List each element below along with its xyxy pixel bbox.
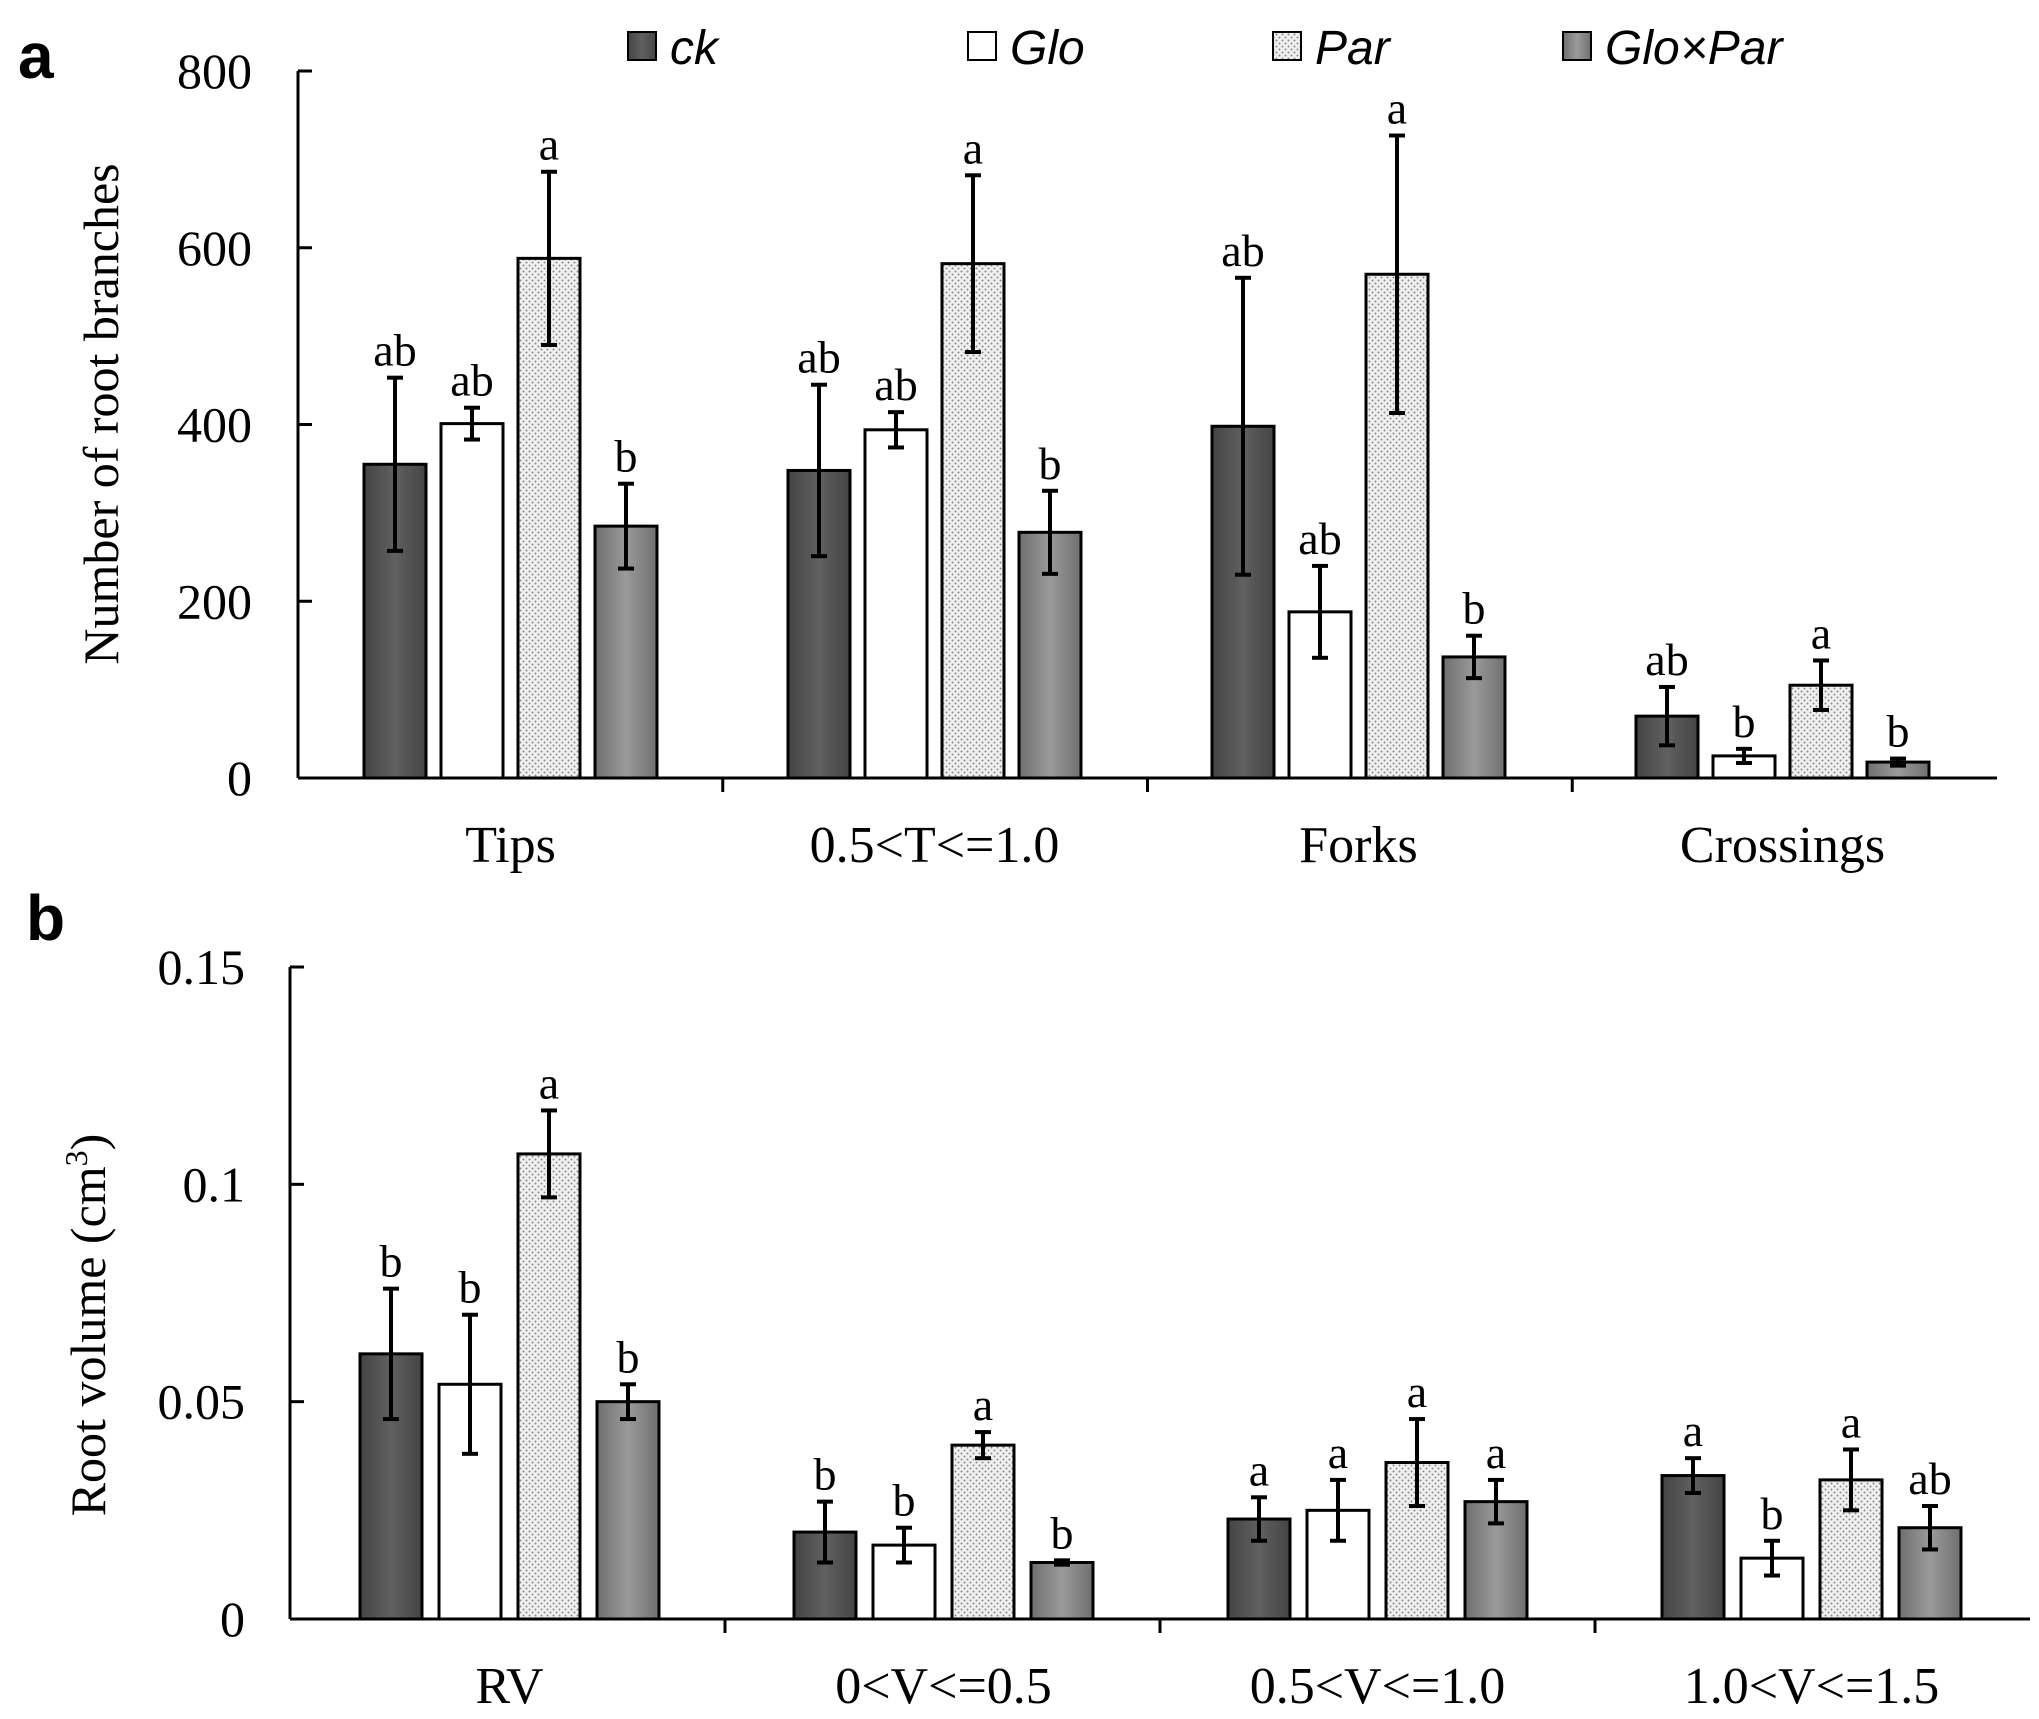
bar-b-ck-3	[1660, 1474, 1726, 1621]
y-tick-label-b-0: 0	[220, 1591, 245, 1647]
category-label-a-crossings: Crossings	[1680, 817, 1885, 874]
y-tick-label-b-3: 0.15	[158, 939, 246, 995]
legend-swatch-glo	[967, 31, 997, 61]
panel-a: a Number of root branches 0 200 400 600 800 T…	[18, 20, 1997, 874]
legend-swatch-ck	[627, 31, 657, 61]
significance-label-a-ck-0: ab	[373, 325, 416, 376]
bar-a-ck-2	[1210, 424, 1276, 780]
y-tick-label-a-0: 0	[227, 750, 252, 806]
legend-swatch-par	[1272, 31, 1302, 61]
y-tick-label-a-2: 400	[177, 397, 252, 453]
significance-label-a-par-0: a	[539, 119, 559, 170]
significance-label-b-glo-par-0: b	[617, 1331, 640, 1382]
y-tick-label-a-4: 800	[177, 43, 252, 99]
significance-label-a-glo-par-0: b	[615, 431, 638, 482]
significance-label-b-par-0: a	[539, 1057, 559, 1108]
significance-label-a-glo-par-1: b	[1039, 438, 1062, 489]
category-label-b-0-v-0-5: 0<V<=0.5	[835, 1658, 1052, 1715]
y-tick-label-b-2: 0.1	[183, 1156, 246, 1212]
legend-label-glo-par: Glo×Par	[1605, 22, 1784, 75]
legend-label-par: Par	[1315, 22, 1392, 75]
y-axis-title-b-main: Root volume (cm	[60, 1166, 116, 1516]
y-axis-title-b-suffix: )	[60, 1134, 116, 1151]
legend-item-par: Par	[1272, 22, 1392, 75]
y-axis-title-b: Root volume (cm3)	[58, 1134, 116, 1517]
significance-label-a-par-3: a	[1811, 607, 1831, 658]
plot-area-a: 0 200 400 600 800 Tips 0.5<T<=1.0 Forks Crossing…	[177, 43, 1997, 874]
significance-label-a-ck-3: ab	[1645, 634, 1688, 685]
significance-label-b-par-2: a	[1407, 1366, 1427, 1417]
significance-label-b-glo-3: b	[1761, 1488, 1784, 1539]
panel-label-b: b	[26, 882, 65, 954]
legend-item-glo-par: Glo×Par	[1562, 22, 1784, 75]
significance-label-b-glo-par-3: ab	[1908, 1453, 1951, 1504]
significance-label-b-par-1: a	[973, 1379, 993, 1430]
y-axis-title-b-sup: 3	[58, 1150, 94, 1166]
y-tick-label-b-1: 0.05	[158, 1374, 246, 1430]
panel-b: b Root volume (cm3) 0 0.05 0.1 0.15 RV 0<V<=0…	[26, 882, 2030, 1715]
bar-a-glo-0	[439, 422, 505, 780]
legend: ck Glo Par Glo×Par	[627, 22, 1784, 75]
bar-b-glo-par-1	[1029, 1560, 1095, 1621]
significance-label-a-par-2: a	[1387, 83, 1407, 134]
legend-item-glo: Glo	[967, 22, 1085, 75]
legend-label-ck: ck	[670, 22, 721, 75]
significance-label-b-ck-3: a	[1683, 1405, 1703, 1456]
bar-b-glo-par-0	[595, 1400, 661, 1621]
significance-label-a-glo-par-3: b	[1887, 706, 1910, 757]
significance-label-b-par-3: a	[1841, 1396, 1861, 1447]
category-label-a-tips: Tips	[465, 817, 556, 874]
category-label-b-rv: RV	[475, 1658, 543, 1715]
significance-label-b-ck-1: b	[814, 1449, 837, 1500]
category-label-a-0-5-t-1-0: 0.5<T<=1.0	[810, 817, 1060, 874]
category-label-b-0-5-v-1-0: 0.5<V<=1.0	[1250, 1658, 1506, 1715]
bar-b-par-0	[516, 1152, 582, 1621]
bar-b-par-1	[950, 1443, 1016, 1621]
significance-label-b-ck-2: a	[1249, 1444, 1269, 1495]
significance-label-a-glo-2: ab	[1298, 513, 1341, 564]
y-axis-title-a: Number of root branches	[73, 163, 129, 664]
y-tick-label-a-1: 200	[177, 573, 252, 629]
significance-label-b-glo-1: b	[893, 1475, 916, 1526]
significance-label-b-glo-par-2: a	[1486, 1427, 1506, 1478]
plot-area-b: 0 0.05 0.1 0.15 RV 0<V<=0.5 0.5<V<=1.0 1.0<V<=1…	[158, 939, 2030, 1715]
significance-label-b-glo-0: b	[459, 1262, 482, 1313]
category-label-b-1-0-v-1-5: 1.0<V<=1.5	[1684, 1658, 1940, 1715]
legend-swatch-glo-par	[1562, 31, 1592, 61]
category-label-a-forks: Forks	[1299, 817, 1417, 874]
bar-b-ck-0	[358, 1352, 424, 1621]
significance-label-a-glo-0: ab	[450, 355, 493, 406]
y-tick-label-a-3: 600	[177, 220, 252, 276]
significance-label-b-ck-0: b	[380, 1236, 403, 1287]
significance-label-b-glo-par-1: b	[1051, 1507, 1074, 1558]
panel-label-a: a	[18, 20, 54, 92]
significance-label-a-glo-par-2: b	[1463, 583, 1486, 634]
legend-item-ck: ck	[627, 22, 721, 75]
significance-label-a-glo-3: b	[1733, 696, 1756, 747]
significance-label-a-ck-2: ab	[1221, 225, 1264, 276]
significance-label-a-ck-1: ab	[797, 332, 840, 383]
significance-label-a-glo-1: ab	[874, 359, 917, 410]
significance-label-b-glo-2: a	[1328, 1427, 1348, 1478]
legend-label-glo: Glo	[1010, 22, 1085, 75]
significance-label-a-par-1: a	[963, 122, 983, 173]
bar-a-glo-1	[863, 428, 929, 780]
bar-a-ck-1	[786, 468, 852, 780]
